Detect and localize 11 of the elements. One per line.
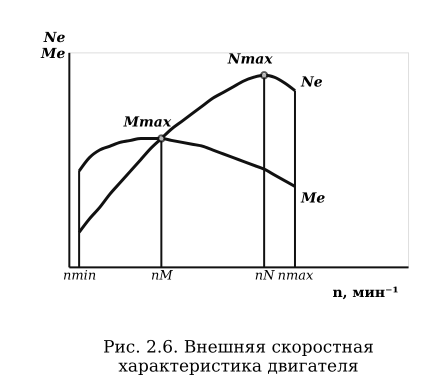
text: Рис. 2.6. Внешняя скоростная характеристика двигателя [103,336,374,376]
annotation: Mmax [122,114,172,131]
series-label: Ne [300,74,323,91]
x-tick-label: nN [254,268,276,284]
series-label: Me [300,190,326,206]
x-tick-label: nmax [278,268,314,284]
annotation: Nmax [226,51,274,68]
y-axis-title: Ne Me [40,30,66,62]
x-axis-title: n, мин⁻¹ [332,285,399,302]
x-tick-label: nM [151,268,174,284]
x-tick-label: nmin [63,268,96,284]
